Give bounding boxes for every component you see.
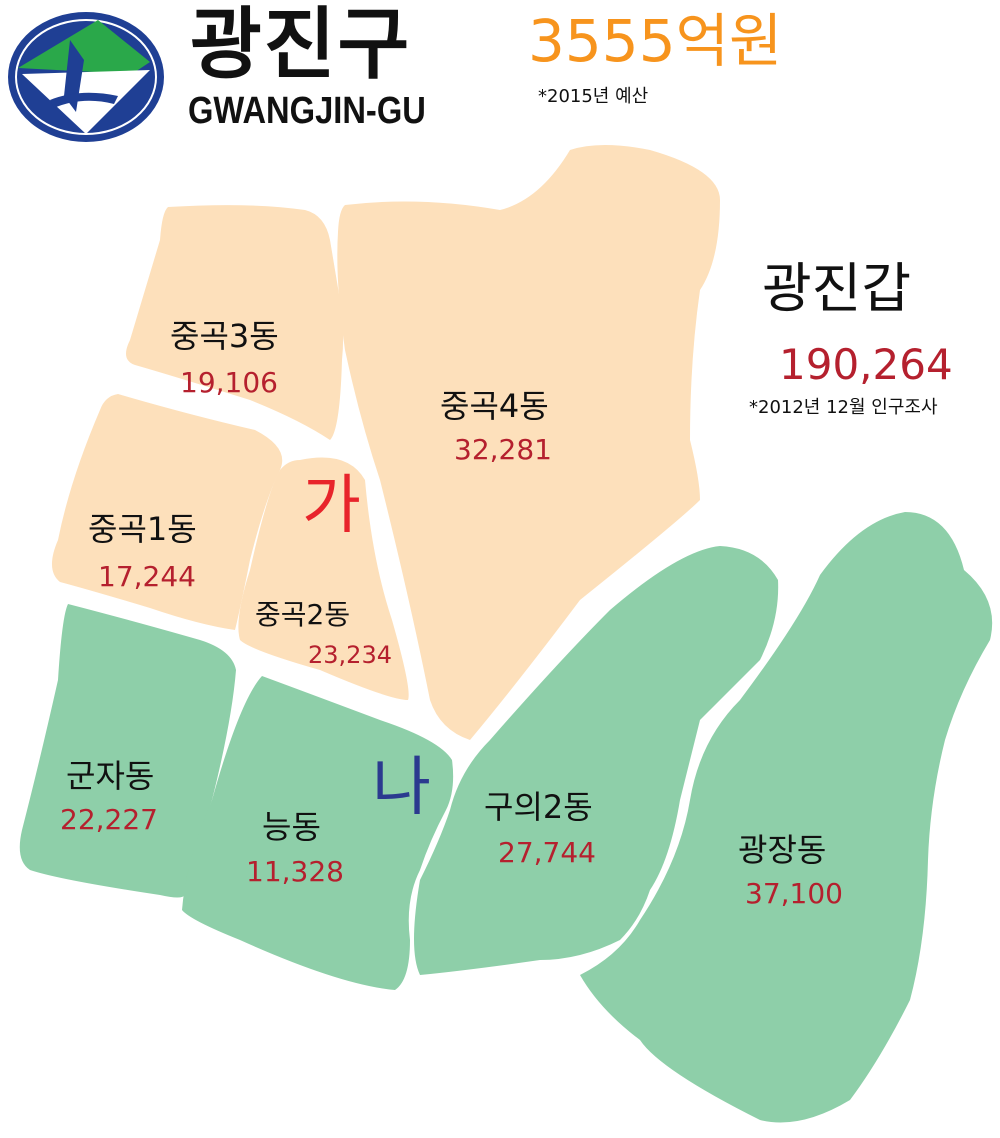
region-gwangjangdong [580,512,993,1123]
region-junggok4dong [337,145,720,740]
dong-population-junggok1dong: 17,244 [98,560,196,593]
region-gunjadong [19,604,236,898]
region-junggok1dong [51,394,283,630]
budget-note: *2015년 예산 [538,86,649,107]
dong-name-junggok1dong: 중곡1동 [88,510,197,548]
dong-population-guui2dong: 27,744 [498,836,596,869]
dong-name-gwangjangdong: 광장동 [738,831,827,869]
region-junggok2dong [238,457,409,700]
region-guui2dong [414,546,779,975]
dong-population-gwangjangdong: 37,100 [745,877,843,910]
budget-amount: 3555억원 [528,7,783,75]
dong-name-junggok4dong: 중곡4동 [440,387,549,425]
constituency-name: 광진갑 [762,257,912,320]
dong-name-junggok2dong: 중곡2동 [255,598,351,631]
dong-population-junggok3dong: 19,106 [180,366,278,399]
dong-population-junggok4dong: 32,281 [454,433,552,466]
zone-label-na: 나 [372,751,431,825]
region-neungdong [182,676,454,990]
dong-name-junggok3dong: 중곡3동 [170,317,279,355]
region-junggok3dong [126,205,344,440]
constituency-population: 190,264 [779,340,953,389]
census-note: *2012년 12월 인구조사 [749,397,938,418]
dong-name-neungdong: 능동 [262,808,321,846]
dong-population-neungdong: 11,328 [246,855,344,888]
gwangjin-gu-emblem-icon [8,12,164,142]
dong-population-gunjadong: 22,227 [60,803,158,836]
dong-population-junggok2dong: 23,234 [308,641,392,669]
district-title-korean: 광진구 [190,0,412,90]
dong-name-gunjadong: 군자동 [66,757,155,795]
zone-label-ga: 가 [302,469,361,543]
dong-name-guui2dong: 구의2동 [484,788,593,826]
district-title-english: GWANGJIN-GU [188,90,426,132]
